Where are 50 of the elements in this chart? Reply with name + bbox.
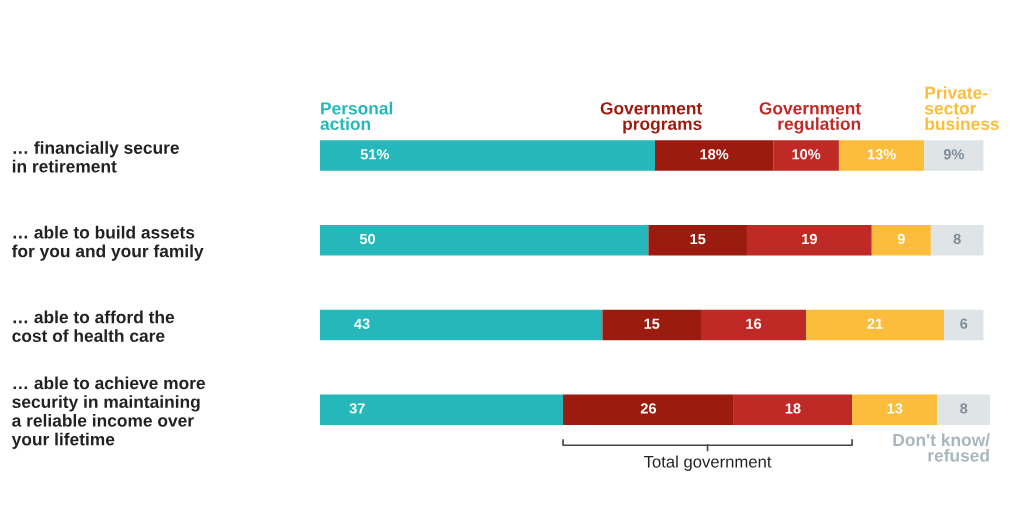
bar <box>648 224 747 256</box>
bar <box>871 224 931 256</box>
data-label: 37 <box>349 403 365 414</box>
data-label: 9 <box>897 233 905 245</box>
data-label: 18 <box>785 403 801 414</box>
bar <box>937 394 990 425</box>
bar <box>838 140 925 171</box>
data-label: 21 <box>867 318 883 329</box>
bar <box>602 309 701 341</box>
data-label: 19 <box>802 233 817 245</box>
data-label: 13% <box>867 149 896 160</box>
bar <box>944 309 984 341</box>
series-label: Government programs <box>600 102 703 134</box>
bar <box>733 394 853 425</box>
data-label: 15 <box>644 318 660 329</box>
bar <box>930 224 984 256</box>
series-label: Government regulation <box>759 102 861 134</box>
bar <box>773 140 839 171</box>
data-label: 8 <box>953 233 961 245</box>
y-tick-label: … able to build assets for you and your family <box>11 225 204 261</box>
bar <box>563 394 734 425</box>
bar <box>320 140 655 171</box>
bar <box>655 140 774 171</box>
series-label: Private- sector business <box>924 86 999 131</box>
y-tick-label: … financially secure in retirement <box>12 141 179 173</box>
data-label: 26 <box>640 403 657 414</box>
bar <box>700 309 807 341</box>
data-label: 13 <box>887 403 903 414</box>
bar <box>852 394 938 425</box>
data-label: 43 <box>354 318 370 329</box>
data-label: 51% <box>360 149 389 160</box>
series-label: Don't know/ refused <box>893 433 990 462</box>
bar <box>806 309 945 341</box>
series-label: Personal action <box>320 101 393 131</box>
data-label: 6 <box>960 318 968 329</box>
bar <box>320 309 603 341</box>
bar <box>924 140 984 171</box>
bar <box>320 394 564 425</box>
bar <box>746 224 872 256</box>
y-tick-label: … able to achieve more security in maintaining a reliable income over your lifetime <box>11 376 206 449</box>
data-label: 8 <box>960 403 968 414</box>
data-label: 16 <box>746 318 762 329</box>
data-label: 18% <box>700 149 729 160</box>
data-label: 50 <box>359 233 376 245</box>
text: Total government <box>644 455 772 471</box>
bar <box>320 224 649 256</box>
data-label: 10% <box>792 149 821 160</box>
y-tick-label: … able to afford the cost of health care <box>12 310 175 343</box>
data-label: 9% <box>943 149 965 160</box>
data-label: 15 <box>690 233 706 245</box>
